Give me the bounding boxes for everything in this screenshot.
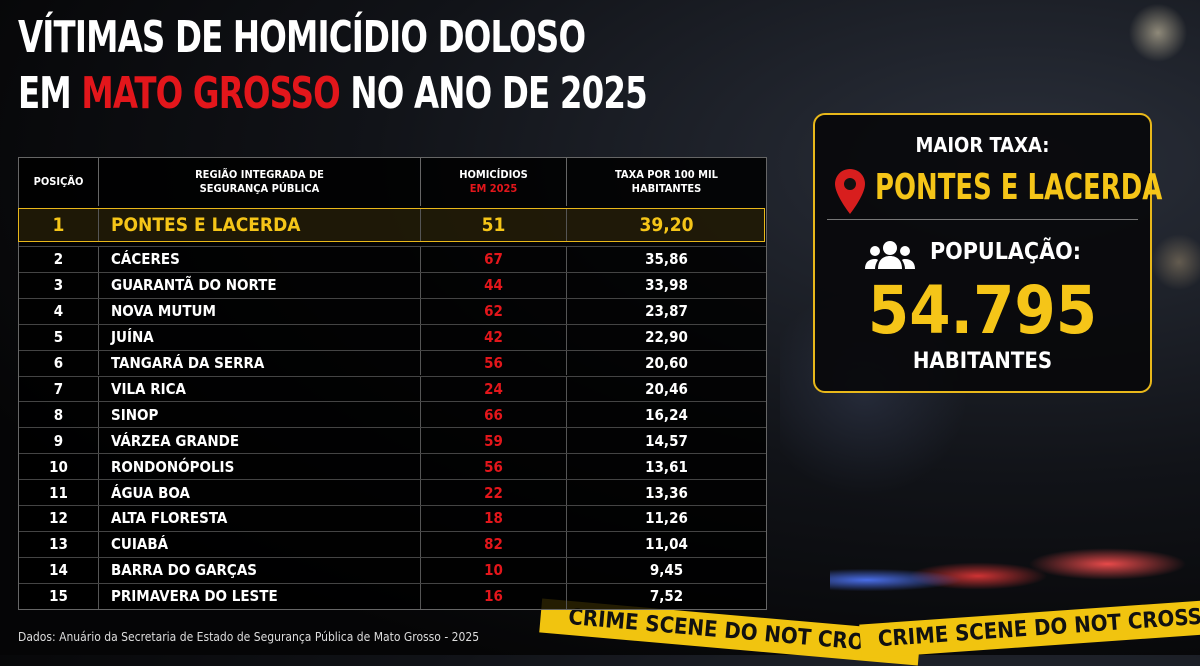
rate-cell: 9,45	[649, 561, 684, 580]
source-note: Dados: Anuário da Secretaria de Estado d…	[18, 630, 480, 644]
position-cell: 4	[19, 298, 99, 324]
rate-cell: 20,46	[645, 379, 688, 398]
rate-cell: 13,61	[645, 457, 688, 476]
highlight-panel: MAIOR TAXA: PONTES E LACERDA POPULAÇÃO: …	[813, 113, 1162, 393]
panel-city: PONTES E LACERDA	[875, 167, 1163, 208]
rate-cell: 11,04	[645, 535, 688, 554]
rate-cell: 11,26	[645, 509, 688, 528]
position-cell: 9	[19, 428, 99, 454]
position-cell: 15	[19, 583, 99, 609]
table-row: 9 VÁRZEA GRANDE 59 14,57	[19, 427, 766, 454]
homicides-cell: 18	[421, 506, 567, 531]
region-cell: JUÍNA	[99, 324, 421, 350]
table-row: 5 JUÍNA 42 22,90	[19, 323, 766, 350]
title-line: VÍTIMAS DE HOMICÍDIO DOLOSO	[18, 12, 586, 63]
table-row: 11 ÁGUA BOA 22 13,36	[19, 479, 766, 505]
ranking-table: POSIÇÃO REGIÃO INTEGRADA DE SEGURANÇA PÚB…	[18, 157, 767, 610]
table-row: 10 RONDONÓPOLIS 56 13,61	[19, 453, 766, 480]
population-unit: HABITANTES	[912, 349, 1053, 374]
people-icon	[865, 241, 915, 269]
homicides-cell: 22	[421, 480, 567, 505]
homicides-cell: 42	[421, 324, 567, 350]
position-cell: 12	[19, 506, 99, 531]
header-text: HOMICÍDIOS	[459, 168, 528, 181]
population-label: POPULAÇÃO:	[930, 239, 1081, 265]
title-highlight: MATO GROSSO	[81, 68, 340, 119]
header-cell: POSIÇÃO	[19, 158, 99, 206]
table-row: 15 PRIMAVERA DO LESTE 16 7,52	[19, 582, 766, 609]
region-cell: CÁCERES	[99, 247, 421, 272]
position-cell: 14	[19, 557, 99, 583]
divider	[827, 219, 1138, 220]
position-cell: 5	[19, 324, 99, 350]
table-row: 13 CUIABÁ 82 11,04	[19, 530, 766, 557]
rate-cell: 7,52	[649, 587, 684, 606]
homicides-cell: 16	[421, 583, 567, 609]
position-cell: 11	[19, 480, 99, 505]
rate-cell: 14,57	[645, 431, 688, 450]
table-row: 4 NOVA MUTUM 62 23,87	[19, 297, 766, 324]
table-row: 3 GUARANTÃ DO NORTE 44 33,98	[19, 271, 766, 298]
homicides-cell: 56	[421, 454, 567, 480]
position-cell: 6	[19, 350, 99, 376]
region-cell: VILA RICA	[99, 376, 421, 402]
pin-icon	[835, 169, 865, 214]
position-cell: 3	[19, 272, 99, 298]
region-cell: PRIMAVERA DO LESTE	[99, 583, 421, 609]
homicides-cell: 67	[421, 247, 567, 272]
position-cell: 10	[19, 454, 99, 480]
table-row: 6 TANGARÁ DA SERRA 56 20,60	[19, 349, 766, 376]
table-row: 12 ALTA FLORESTA 18 11,26	[19, 505, 766, 531]
title-text: NO ANO DE 2025	[339, 68, 647, 119]
homicides-cell: 62	[421, 298, 567, 324]
title-text: EM	[18, 68, 82, 119]
title-line: EM MATO GROSSO NO ANO DE 2025	[18, 68, 648, 119]
region-cell: VÁRZEA GRANDE	[99, 428, 421, 454]
region-cell: CUIABÁ	[99, 531, 421, 557]
homicides-cell: 56	[421, 350, 567, 376]
rate-cell: 16,24	[645, 405, 688, 424]
rate-cell: 13,36	[645, 483, 688, 502]
population-value: 54.795	[867, 272, 1098, 349]
table-row: 1 PONTES E LACERDA 51 39,20	[18, 208, 765, 242]
rate-cell: 35,86	[645, 250, 688, 269]
position-cell: 1	[19, 209, 99, 241]
header-cell: REGIÃO INTEGRADA DE SEGURANÇA PÚBLICA	[99, 158, 421, 206]
table-row: 14 BARRA DO GARÇAS 10 9,45	[19, 556, 766, 583]
table-row: 8 SINOP 66 16,24	[19, 401, 766, 428]
region-cell: PONTES E LACERDA	[99, 209, 421, 241]
homicides-cell: 51	[421, 209, 567, 241]
position-cell: 2	[19, 247, 99, 272]
table-row: 2 CÁCERES 67 35,86	[19, 246, 766, 272]
header-cell: TAXA POR 100 MIL HABITANTES	[615, 168, 718, 195]
header-text: EM 2025	[469, 182, 518, 195]
position-cell: 7	[19, 376, 99, 402]
region-cell: BARRA DO GARÇAS	[99, 557, 421, 583]
homicides-cell: 24	[421, 376, 567, 402]
rate-cell: 33,98	[645, 276, 688, 295]
region-cell: ALTA FLORESTA	[99, 506, 421, 531]
panel-label: MAIOR TAXA:	[915, 133, 1050, 157]
region-cell: NOVA MUTUM	[99, 298, 421, 324]
position-cell: 13	[19, 531, 99, 557]
region-cell: TANGARÁ DA SERRA	[99, 350, 421, 376]
table-row: 7 VILA RICA 24 20,46	[19, 375, 766, 402]
rate-cell: 22,90	[645, 328, 688, 347]
rate-cell: 39,20	[639, 214, 694, 236]
rate-cell: 23,87	[645, 302, 688, 321]
homicides-cell: 59	[421, 428, 567, 454]
homicides-cell: 10	[421, 557, 567, 583]
homicides-cell: 44	[421, 272, 567, 298]
position-cell: 8	[19, 402, 99, 428]
region-cell: GUARANTÃ DO NORTE	[99, 272, 421, 298]
rate-cell: 20,60	[645, 354, 688, 373]
homicides-cell: 82	[421, 531, 567, 557]
region-cell: RONDONÓPOLIS	[99, 454, 421, 480]
region-cell: SINOP	[99, 402, 421, 428]
region-cell: ÁGUA BOA	[99, 480, 421, 505]
homicides-cell: 66	[421, 402, 567, 428]
header-cell: HOMICÍDIOS EM 2025	[421, 158, 567, 206]
